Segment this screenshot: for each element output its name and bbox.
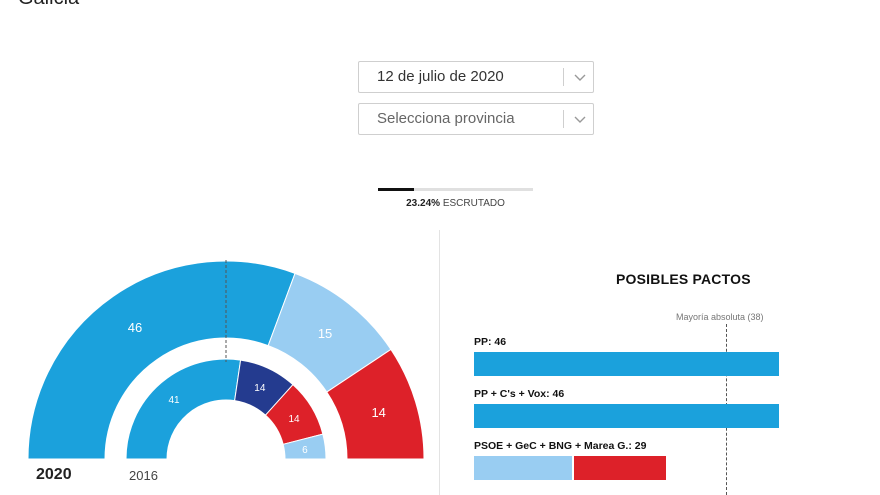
pacto-bar-segment	[474, 456, 573, 480]
year-2016-tab[interactable]: 2016	[129, 468, 158, 483]
outer-seat-label: 15	[318, 326, 332, 341]
hemicycle-chart: 46 15 14 41 14 14 6	[27, 260, 425, 460]
inner-segment-bng[interactable]	[282, 433, 327, 460]
outer-seat-label: 14	[371, 405, 385, 420]
province-select-placeholder: Selecciona provincia	[377, 110, 515, 127]
chevron-down-icon[interactable]	[572, 109, 588, 129]
select-separator	[563, 68, 564, 86]
pacto-bar[interactable]	[474, 456, 668, 480]
scrutiny-percent: 23.24%	[406, 198, 441, 209]
inner-segment-pp[interactable]	[125, 358, 242, 460]
scrutiny-label: ESCRUTADO	[442, 198, 505, 209]
pacto-label: PP: 46	[474, 336, 507, 348]
inner-seat-label: 6	[302, 445, 308, 456]
province-select[interactable]: Selecciona provincia	[358, 103, 594, 135]
date-select[interactable]: 12 de julio de 2020	[358, 61, 594, 93]
pacto-bar-segment	[474, 404, 779, 428]
outer-segment-psoe[interactable]	[326, 348, 425, 460]
select-separator	[563, 110, 564, 128]
scrutiny-progress-text: 23.24% ESCRUTADO	[378, 198, 533, 209]
scrutiny-progress-bar	[378, 188, 533, 191]
pactos-title: POSIBLES PACTOS	[616, 271, 751, 287]
inner-seat-label: 41	[168, 395, 180, 406]
inner-seat-label: 14	[254, 383, 266, 394]
pacto-bar[interactable]	[474, 404, 779, 428]
pacto-bar[interactable]	[474, 352, 779, 376]
pacto-bar-segment	[574, 456, 667, 480]
region-title: Galicia	[18, 0, 79, 9]
majority-label: Mayoría absoluta (38)	[676, 312, 764, 322]
scrutiny-progress-fill	[378, 188, 415, 191]
outer-seat-label: 46	[128, 320, 142, 335]
outer-segment-pp[interactable]	[27, 260, 296, 460]
year-2020-tab[interactable]: 2020	[36, 466, 72, 483]
date-select-value: 12 de julio de 2020	[377, 68, 504, 85]
chevron-down-icon[interactable]	[572, 67, 588, 87]
pacto-label: PSOE + GeC + BNG + Marea G.: 29	[474, 440, 647, 452]
pacto-label: PP + C's + Vox: 46	[474, 388, 565, 400]
pacto-bar-segment	[474, 352, 779, 376]
inner-seat-label: 14	[288, 414, 300, 425]
panel-divider	[439, 230, 440, 495]
